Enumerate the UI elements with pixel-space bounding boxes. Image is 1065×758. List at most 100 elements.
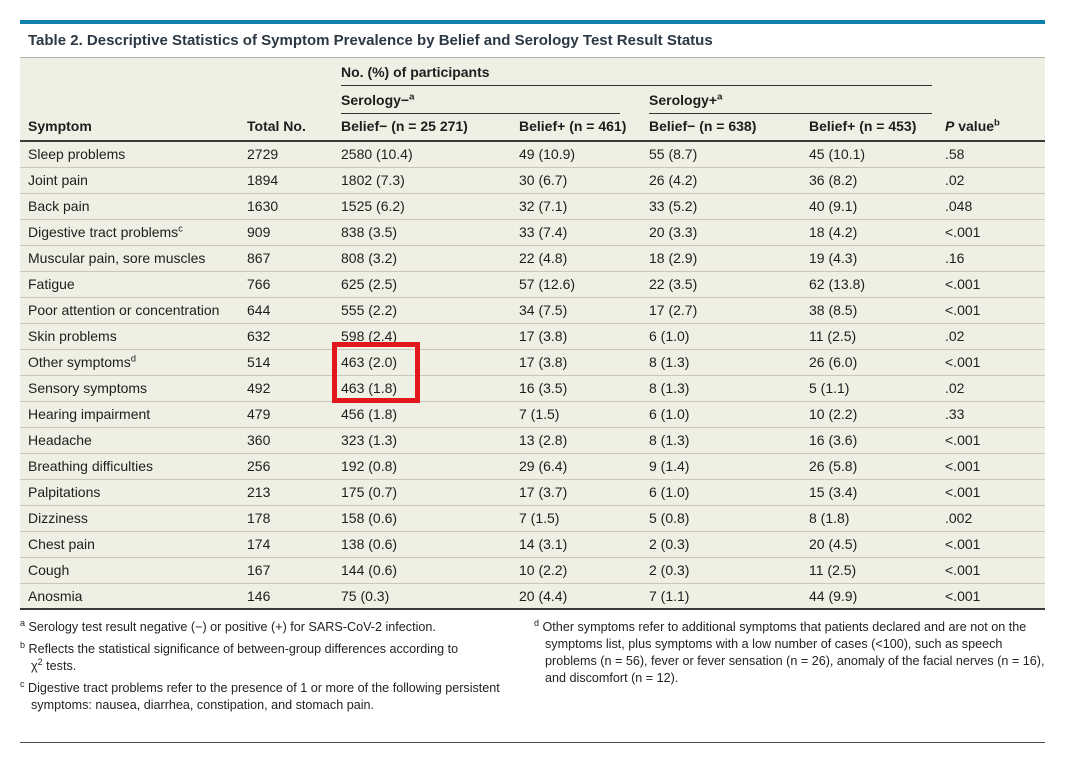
value-cell: <.001 bbox=[942, 452, 1045, 479]
symptom-cell: Sleep problems bbox=[28, 146, 126, 163]
footnote-d-marker: d bbox=[534, 617, 540, 628]
value-cell: 6 (1.0) bbox=[646, 400, 806, 427]
value-cell: 14 (3.1) bbox=[516, 530, 646, 557]
column-header-row: Symptom Total No. Belief− (n = 25 271) B… bbox=[20, 114, 1045, 142]
value-cell: 158 (0.6) bbox=[338, 504, 516, 531]
table-row: Sleep problems 2729 2580 (10.4) 49 (10.9) 55… bbox=[20, 141, 1045, 167]
col-header-seroneg-beliefneg: Belief− (n = 25 271) bbox=[338, 114, 516, 142]
table-header: No. (%) of participants Serology−a Serol… bbox=[20, 58, 1045, 142]
col-header-seroneg-beliefpos: Belief+ (n = 461) bbox=[516, 114, 646, 142]
value-cell: 8 (1.3) bbox=[646, 374, 806, 401]
participants-spanner-label: No. (%) of participants bbox=[341, 61, 932, 86]
table-body: Sleep problems 2729 2580 (10.4) 49 (10.9) 55… bbox=[20, 141, 1045, 609]
value-cell: 178 bbox=[244, 504, 338, 531]
value-cell: 75 (0.3) bbox=[338, 582, 516, 609]
value-cell: 6 (1.0) bbox=[646, 478, 806, 505]
table-row: Digestive tract problemsc 909 838 (3.5) 33 … bbox=[20, 218, 1045, 245]
table-row: Palpitations 213 175 (0.7) 17 (3.7) 6 (1.0) 1… bbox=[20, 478, 1045, 505]
symptom-cell: Muscular pain, sore muscles bbox=[20, 244, 244, 271]
symptom-cell: Chest pain bbox=[20, 530, 244, 557]
footnote-b-marker: b bbox=[20, 639, 26, 650]
table-row: Anosmia 146 75 (0.3) 20 (4.4) 7 (1.1) 44 (9.9… bbox=[20, 582, 1045, 609]
value-cell: .02 bbox=[942, 374, 1045, 401]
value-cell: .02 bbox=[942, 166, 1045, 193]
participants-spanner-cell: No. (%) of participants bbox=[338, 58, 942, 86]
value-cell: <.001 bbox=[942, 530, 1045, 557]
value-cell: 1802 (7.3) bbox=[338, 166, 516, 193]
value-cell: 22 (3.5) bbox=[646, 270, 806, 297]
symptom-cell: Skin problems bbox=[20, 322, 244, 349]
spanner-row: No. (%) of participants bbox=[20, 58, 1045, 86]
symptom-cell: Dizziness bbox=[20, 504, 244, 531]
value-cell: .33 bbox=[942, 400, 1045, 427]
value-cell: 867 bbox=[244, 244, 338, 271]
value-cell: 34 (7.5) bbox=[516, 296, 646, 323]
value-cell: 167 bbox=[244, 556, 338, 583]
value-cell: 514 bbox=[244, 348, 338, 375]
footnote-a: a Serology test result negative (−) or p… bbox=[20, 617, 436, 634]
value-cell: .58 bbox=[945, 146, 965, 163]
footnote-a-marker: a bbox=[20, 617, 26, 628]
table-row: Hearing impairment 479 456 (1.8) 7 (1.5) 6 (… bbox=[20, 400, 1045, 427]
value-cell: 644 bbox=[244, 296, 338, 323]
value-cell: 2 (0.3) bbox=[646, 530, 806, 557]
value-cell: 463 (1.8) bbox=[338, 374, 516, 401]
symptom-cell: Cough bbox=[20, 556, 244, 583]
value-cell: .002 bbox=[942, 504, 1045, 531]
value-cell: 1894 bbox=[244, 166, 338, 193]
value-cell: 9 (1.4) bbox=[646, 452, 806, 479]
value-cell: 10 (2.2) bbox=[516, 556, 646, 583]
table-row: Poor attention or concentration 644 555 (2… bbox=[20, 296, 1045, 323]
value-cell: 44 (9.9) bbox=[806, 582, 942, 609]
col-header-total: Total No. bbox=[244, 114, 338, 142]
value-cell: 38 (8.5) bbox=[806, 296, 942, 323]
value-cell: 146 bbox=[244, 582, 338, 609]
value-cell: 492 bbox=[244, 374, 338, 401]
value-cell: 17 (2.7) bbox=[646, 296, 806, 323]
value-cell: 2580 (10.4) bbox=[341, 146, 413, 163]
value-cell: 11 (2.5) bbox=[806, 322, 942, 349]
value-cell: 17 (3.7) bbox=[516, 478, 646, 505]
value-cell: 213 bbox=[244, 478, 338, 505]
value-cell: <.001 bbox=[942, 348, 1045, 375]
value-cell: 8 (1.3) bbox=[646, 426, 806, 453]
value-cell: 909 bbox=[244, 218, 338, 245]
value-cell: 26 (5.8) bbox=[806, 452, 942, 479]
value-cell: 7 (1.5) bbox=[516, 400, 646, 427]
value-cell: <.001 bbox=[942, 582, 1045, 609]
group-blank-left bbox=[20, 86, 338, 114]
value-cell: 256 bbox=[244, 452, 338, 479]
footnote-b: b Reflects the statistical significance … bbox=[20, 639, 459, 673]
symptom-prevalence-table: No. (%) of participants Serology−a Serol… bbox=[20, 58, 1045, 610]
footnote-column-left: a Serology test result negative (−) or p… bbox=[20, 617, 514, 719]
value-cell: 16 (3.5) bbox=[516, 374, 646, 401]
value-cell: 632 bbox=[244, 322, 338, 349]
serology-negative-cell: Serology−a bbox=[338, 86, 646, 114]
value-cell: 33 (7.4) bbox=[516, 218, 646, 245]
symptom-cell: Poor attention or concentration bbox=[20, 296, 244, 323]
symptom-cell: Back pain bbox=[20, 192, 244, 219]
table-row: Skin problems 632 598 (2.4) 17 (3.8) 6 (1.0)… bbox=[20, 322, 1045, 349]
value-cell: 62 (13.8) bbox=[806, 270, 942, 297]
serology-negative-footnote-mark: a bbox=[409, 91, 415, 103]
value-cell: 19 (4.3) bbox=[806, 244, 942, 271]
value-cell: 456 (1.8) bbox=[338, 400, 516, 427]
value-cell: 10 (2.2) bbox=[806, 400, 942, 427]
table-row: Breathing difficulties 256 192 (0.8) 29 (6.… bbox=[20, 452, 1045, 479]
value-cell: 555 (2.2) bbox=[338, 296, 516, 323]
value-cell: 45 (10.1) bbox=[809, 146, 866, 163]
value-cell: 11 (2.5) bbox=[806, 556, 942, 583]
value-cell: 6 (1.0) bbox=[646, 322, 806, 349]
value-cell: 192 (0.8) bbox=[338, 452, 516, 479]
symptom-cell: Fatigue bbox=[20, 270, 244, 297]
spanner-blank-right bbox=[942, 58, 1045, 86]
value-cell: 838 (3.5) bbox=[338, 218, 516, 245]
value-cell: 175 (0.7) bbox=[338, 478, 516, 505]
value-cell: <.001 bbox=[942, 218, 1045, 245]
value-cell: 598 (2.4) bbox=[338, 322, 516, 349]
serology-group-row: Serology−a Serology+a bbox=[20, 86, 1045, 114]
value-cell: 55 (8.7) bbox=[649, 146, 698, 163]
value-cell: 766 bbox=[244, 270, 338, 297]
value-cell: 808 (3.2) bbox=[338, 244, 516, 271]
value-cell: .16 bbox=[942, 244, 1045, 271]
